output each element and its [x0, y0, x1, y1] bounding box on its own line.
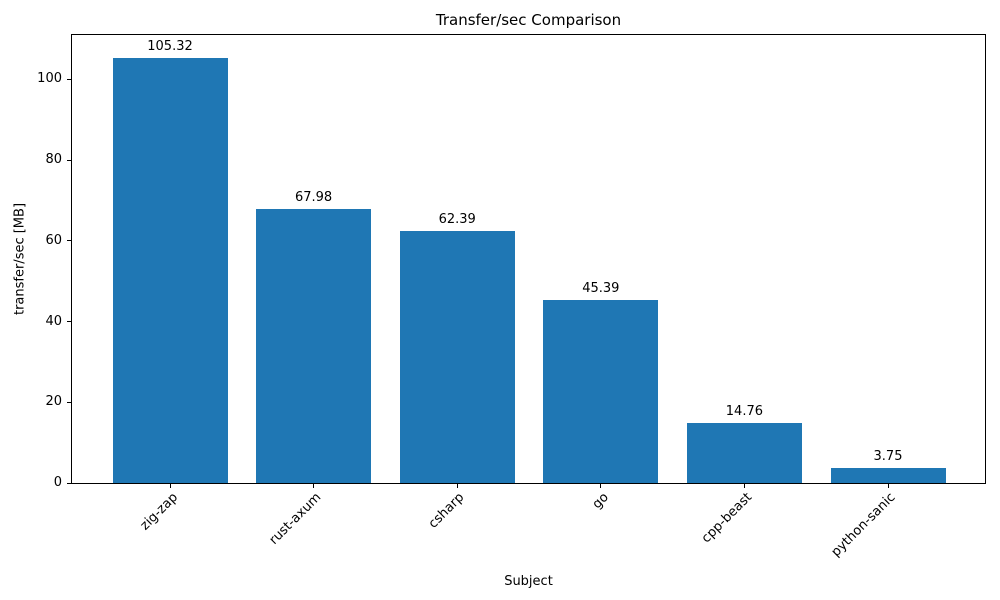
x-tick-label: zig-zap [137, 490, 181, 534]
plot-area: 0 20 40 60 80 100 105.32 zig-zap 67.98 rust-axum 6… [37, 34, 986, 560]
x-tick-label: rust-axum [266, 490, 325, 548]
x-tick-mark [743, 483, 745, 488]
y-tick-mark [67, 401, 72, 403]
y-tick-label: 0 [53, 475, 62, 490]
bar-value-label: 14.76 [725, 404, 763, 420]
x-tick-mark [313, 483, 315, 488]
y-tick-label: 20 [45, 394, 62, 410]
x-tick-mark [600, 483, 602, 488]
bar-python-sanic [830, 467, 946, 483]
x-tick-mark [456, 483, 458, 488]
y-tick-mark [67, 240, 72, 242]
bar-value-label: 105.32 [147, 38, 193, 54]
bar-go [543, 299, 659, 483]
y-tick-mark [67, 78, 72, 80]
bar-csharp [399, 231, 515, 483]
y-tick-mark [67, 321, 72, 323]
x-tick-label: cpp-beast [698, 490, 756, 547]
y-tick-mark [67, 159, 72, 161]
bar-value-label: 62.39 [438, 212, 476, 228]
bar-cpp-beast [686, 423, 802, 483]
x-tick-label: go [589, 490, 612, 513]
y-tick-mark [67, 482, 72, 484]
x-tick-label: csharp [426, 490, 468, 532]
x-tick-mark [169, 483, 171, 488]
bar-value-label: 45.39 [582, 280, 620, 296]
x-axis-label: Subject [504, 574, 553, 589]
y-tick-label: 40 [45, 313, 62, 329]
y-tick-label: 60 [45, 232, 62, 248]
x-tick-mark [887, 483, 889, 488]
y-axis-label: transfer/sec [MB] [12, 202, 28, 316]
bar-value-label: 67.98 [294, 189, 333, 205]
y-tick-label: 80 [45, 152, 62, 168]
bar-zig-zap [112, 57, 228, 483]
x-tick-label: python-sanic [828, 490, 899, 560]
y-tick-label: 100 [37, 71, 62, 87]
chart-title: Transfer/sec Comparison [435, 11, 622, 29]
bar-rust-axum [256, 208, 372, 483]
bar-value-label: 3.75 [873, 448, 903, 464]
